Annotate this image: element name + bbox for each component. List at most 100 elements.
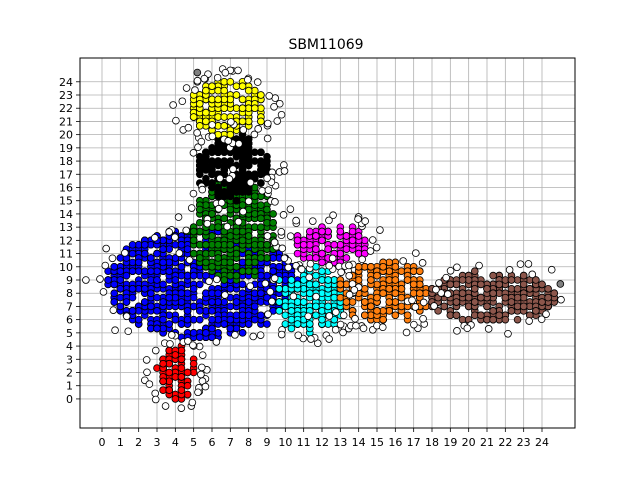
data-point [216,174,224,183]
data-point [159,298,167,306]
y-tick-label: 19 [59,142,73,155]
data-point [269,267,277,275]
data-point [293,320,302,328]
data-point [165,320,174,328]
data-point [110,298,119,306]
data-point [220,86,229,95]
data-point [202,174,210,183]
x-tick-label: 9 [264,436,271,449]
data-point [225,175,234,183]
data-point [151,346,160,355]
data-point [159,280,167,289]
data-point [367,276,375,284]
x-axis-ticks: 0 1 2 3 4 5 6 7 8 9 10 11 12 13 14 15 16 17 18 19 20 21 22 23 24 [99,428,549,449]
data-point [336,227,345,236]
y-tick-label: 16 [59,182,73,195]
data-point [266,287,275,296]
data-point [538,280,546,289]
data-point [408,296,416,305]
data-point [109,306,118,314]
data-point [279,211,288,219]
data-point [397,293,406,302]
data-point [415,289,424,298]
data-point [254,125,262,133]
data-point [293,236,302,245]
data-point [232,196,241,205]
data-point [373,271,381,280]
chart-title: SBM11069 [288,37,363,53]
data-point [264,310,272,319]
data-point [221,68,230,77]
data-point [557,295,565,304]
data-point [238,188,247,196]
data-point [337,268,345,277]
data-point [348,227,357,236]
data-point [159,258,167,267]
data-point [292,216,300,225]
data-point [250,302,259,311]
data-point [226,258,235,267]
y-tick-label: 15 [59,195,73,208]
data-point [537,315,546,323]
data-point [385,298,394,306]
data-point [318,227,326,236]
x-tick-label: 21 [480,436,494,449]
data-point [299,240,308,249]
data-point [128,307,137,315]
data-point [273,117,282,125]
data-point [188,398,197,407]
data-point [270,102,278,111]
data-point [336,280,345,289]
data-point [470,285,479,293]
data-point [193,76,202,85]
data-point [183,245,192,253]
data-point [213,73,222,82]
data-point [172,116,180,125]
data-point [150,233,159,242]
data-point [198,185,207,194]
data-point [287,307,296,315]
data-point [214,289,222,298]
data-point [446,266,455,275]
data-point [189,113,198,121]
data-point [110,262,119,271]
x-tick-label: 23 [517,436,531,449]
data-point [359,324,368,333]
data-point [250,315,259,324]
data-point [275,298,284,306]
data-point [183,315,192,324]
data-point [257,254,265,262]
data-point [297,265,306,274]
x-tick-label: 7 [227,436,234,449]
data-point [214,240,222,249]
data-point [244,267,253,275]
data-point [244,139,253,148]
data-point [275,307,284,315]
data-point [329,211,337,220]
data-point [507,307,516,315]
data-point [309,217,317,225]
data-point [246,178,255,187]
data-point [402,328,411,337]
data-point [238,289,247,298]
data-point [376,226,384,234]
data-point [200,74,209,83]
data-point [238,117,247,126]
data-point [194,143,202,152]
data-point [287,276,296,284]
data-point [202,117,210,126]
data-point [263,134,272,143]
x-tick-label: 11 [297,436,311,449]
data-point [253,78,262,86]
data-point [286,205,295,213]
data-point [102,244,110,253]
data-point [244,197,253,206]
data-point [202,108,210,117]
data-point [399,257,407,265]
data-point [305,289,314,298]
data-point [189,285,198,293]
data-point [264,119,272,128]
data-point [293,280,302,289]
data-point [226,285,235,293]
